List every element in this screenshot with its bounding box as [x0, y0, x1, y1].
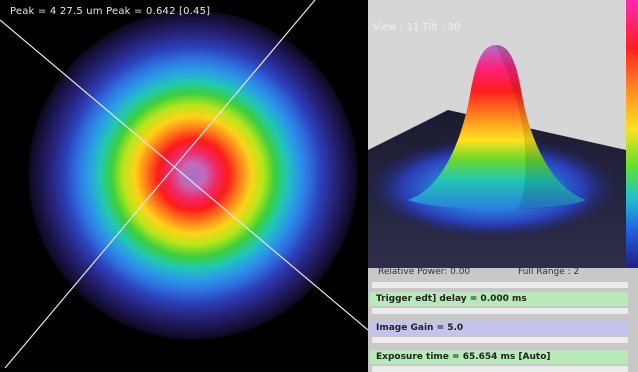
full-range-readout: Full Range : 2	[518, 267, 580, 277]
separator-bar	[372, 308, 628, 314]
stats-row: Relative Power: 0.00 Full Range : 2	[378, 267, 628, 279]
relative-power-readout: Relative Power: 0.00	[378, 267, 471, 277]
trigger-delay-field[interactable]: Trigger edt] delay = 0.000 ms	[370, 292, 628, 306]
separator-bar	[372, 282, 628, 288]
separator-bar	[372, 337, 628, 343]
image-gain-field[interactable]: Image Gain = 5.0	[370, 321, 628, 335]
crosshair-line-diagonal-b	[4, 0, 316, 369]
beam-intensity-spot	[28, 10, 358, 340]
crosshair-line-diagonal-a	[0, 19, 368, 331]
exposure-time-field[interactable]: Exposure time = 65.654 ms [Auto]	[370, 350, 628, 364]
beam-3d-surface	[368, 45, 626, 268]
view-tilt-label: View : 11 Tilt : 30	[373, 22, 461, 33]
crosshair-overlay	[0, 0, 368, 369]
separator-bar	[372, 366, 628, 372]
beam-readout-title: Peak = 4 27.5 um Peak = 0.642 [0.45]	[10, 6, 211, 17]
beam-profile-2d-view[interactable]: Peak = 4 27.5 um Peak = 0.642 [0.45]	[0, 0, 368, 372]
intensity-colorbar	[626, 0, 638, 268]
surface-peak	[408, 45, 586, 209]
beam-profile-3d-view[interactable]: View : 11 Tilt : 30	[368, 0, 626, 268]
surface-peak-shadow	[496, 45, 586, 210]
